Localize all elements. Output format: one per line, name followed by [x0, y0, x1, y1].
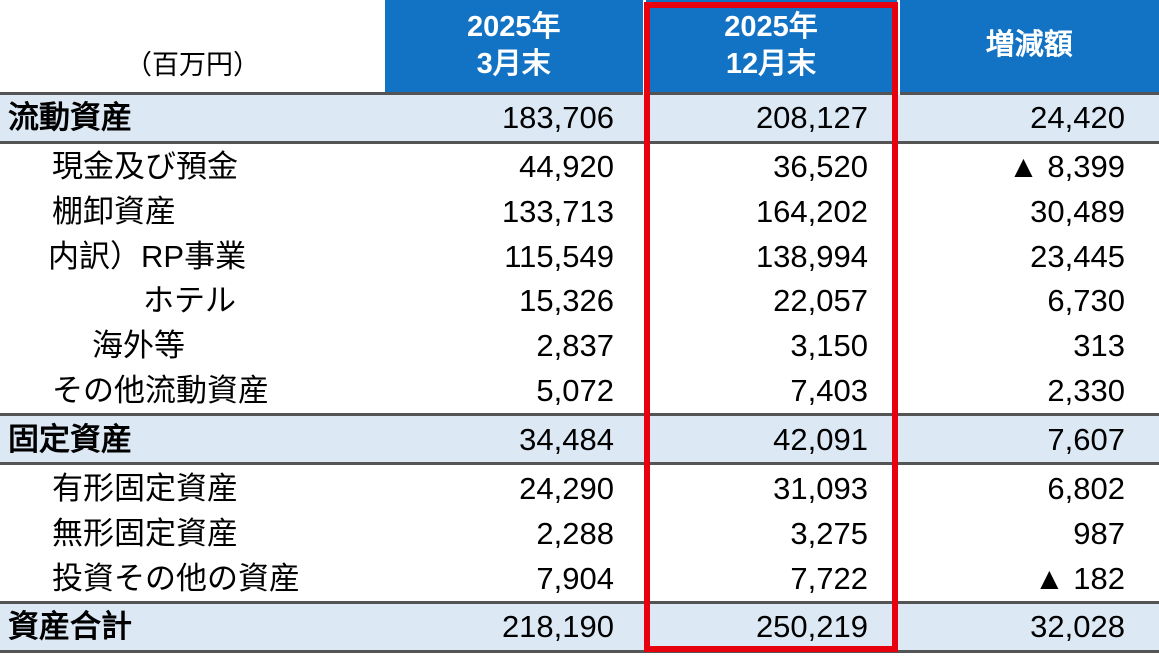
table-row-other-current-assets: その他流動資産 5,072 7,403 2,330: [0, 368, 1159, 415]
value-dec: 7,722: [790, 560, 868, 596]
table-row-intangible-fixed-assets: 無形固定資産 2,288 3,275 987: [0, 511, 1159, 556]
value-mar: 218,190: [385, 600, 644, 654]
col-header-change: 増減額: [896, 0, 1159, 93]
value-dec: 250,219: [644, 600, 898, 654]
row-label: 流動資産: [0, 91, 385, 144]
row-label: 現金及び預金: [52, 148, 238, 184]
value-dec: 164,202: [755, 193, 868, 229]
value-change: ▲ 8,399: [1008, 148, 1125, 184]
row-label: 投資その他の資産: [52, 560, 300, 596]
row-label: 資産合計: [0, 600, 385, 654]
value-mar: 133,713: [501, 193, 614, 229]
value-mar: 2,288: [536, 515, 614, 551]
col-header-2025-dec: 2025年 12月末: [642, 0, 898, 93]
value-change: 2,330: [1047, 373, 1125, 409]
row-label: 内訳）RP事業: [48, 238, 247, 274]
table-row-total-assets: 資産合計 218,190 250,219 32,028: [0, 600, 1159, 654]
value-change: 23,445: [1030, 238, 1125, 274]
col-header-2025-dec-month: 12月末: [725, 47, 817, 80]
value-change: 987: [1073, 515, 1125, 551]
row-label: 有形固定資産: [52, 470, 238, 506]
col-header-2025-mar-month: 3月末: [476, 47, 551, 80]
value-change: 24,420: [898, 91, 1159, 144]
value-change: 30,489: [1030, 193, 1125, 229]
col-header-2025-mar-year: 2025年: [466, 10, 561, 43]
value-mar: 7,904: [536, 560, 614, 596]
value-change: 7,607: [898, 413, 1159, 466]
table-row-current-assets: 流動資産 183,706 208,127 24,420: [0, 91, 1159, 144]
value-change: 6,802: [1047, 470, 1125, 506]
row-label: 棚卸資産: [52, 193, 176, 229]
row-label: 固定資産: [0, 413, 385, 466]
value-dec: 31,093: [773, 470, 868, 506]
table-row-investments-other-assets: 投資その他の資産 7,904 7,722 ▲ 182: [0, 555, 1159, 602]
value-change: 313: [1073, 328, 1125, 364]
value-dec: 36,520: [773, 148, 868, 184]
row-label: その他流動資産: [52, 373, 269, 409]
table-row-tangible-fixed-assets: 有形固定資産 24,290 31,093 6,802: [0, 464, 1159, 511]
value-change: 6,730: [1047, 283, 1125, 319]
value-dec: 3,150: [790, 328, 868, 364]
value-dec: 208,127: [644, 91, 898, 144]
value-mar: 44,920: [519, 148, 614, 184]
row-label: 無形固定資産: [52, 515, 238, 551]
unit-label: （百万円）: [0, 0, 385, 93]
value-dec: 138,994: [755, 238, 868, 274]
value-mar: 115,549: [504, 238, 614, 274]
table-row-cash-deposits: 現金及び預金 44,920 36,520 ▲ 8,399: [0, 142, 1159, 189]
value-mar: 183,706: [385, 91, 644, 144]
value-mar: 34,484: [385, 413, 644, 466]
table-row-fixed-assets: 固定資産 34,484 42,091 7,607: [0, 413, 1159, 466]
value-dec: 7,403: [790, 373, 868, 409]
col-header-2025-dec-year: 2025年: [724, 10, 818, 43]
value-mar: 5,072: [536, 373, 614, 409]
row-label: ホテル: [143, 283, 236, 319]
table-row-overseas-etc: 海外等 2,837 3,150 313: [0, 323, 1159, 368]
table-row-breakdown-rp-business: 内訳）RP事業 115,549 138,994 23,445: [0, 234, 1159, 279]
value-change: ▲ 182: [1033, 560, 1125, 596]
value-mar: 24,290: [519, 470, 614, 506]
row-label: 海外等: [92, 328, 185, 364]
header-row: （百万円） 2025年 3月末 2025年 12月末 増減額: [0, 0, 1159, 93]
value-mar: 2,837: [536, 328, 614, 364]
value-dec: 42,091: [644, 413, 898, 466]
value-dec: 22,057: [773, 283, 868, 319]
value-dec: 3,275: [790, 515, 868, 551]
value-mar: 15,326: [519, 283, 614, 319]
col-header-2025-mar: 2025年 3月末: [385, 0, 644, 93]
table-row-inventories: 棚卸資産 133,713 164,202 30,489: [0, 189, 1159, 234]
table-row-hotel: ホテル 15,326 22,057 6,730: [0, 278, 1159, 323]
value-change: 32,028: [898, 600, 1159, 654]
